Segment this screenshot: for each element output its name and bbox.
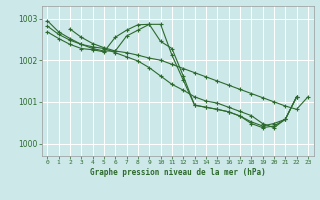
X-axis label: Graphe pression niveau de la mer (hPa): Graphe pression niveau de la mer (hPa)	[90, 168, 266, 177]
